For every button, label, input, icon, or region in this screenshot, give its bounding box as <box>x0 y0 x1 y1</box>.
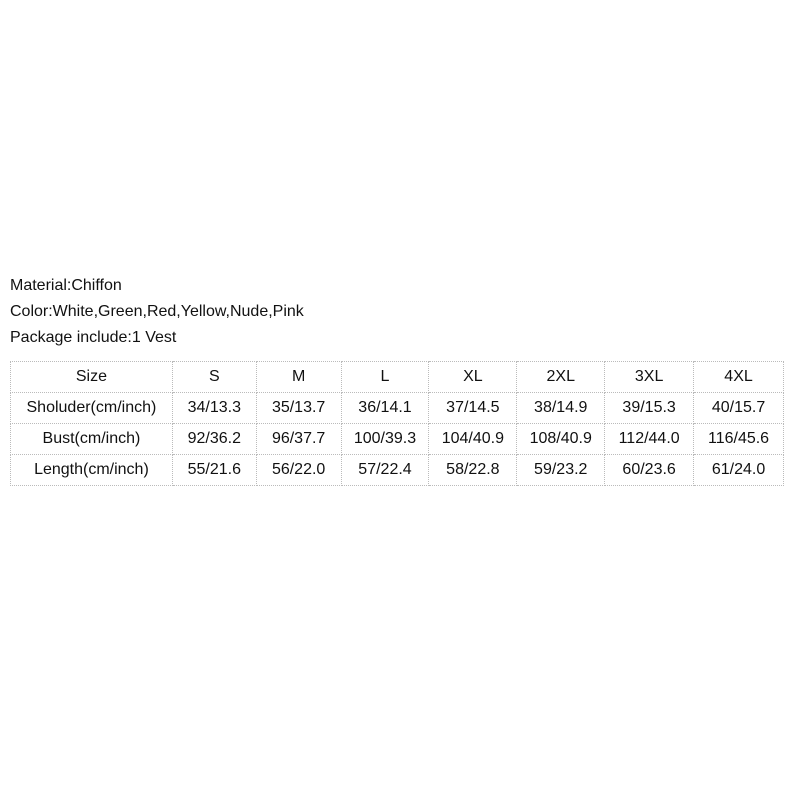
header-cell: 3XL <box>604 361 695 393</box>
table-row: Sholuder(cm/inch) 34/13.3 35/13.7 36/14.1 37… <box>10 392 784 424</box>
size-chart-table: Size S M L XL 2XL 3XL 4XL Sholuder(cm/inch) 34/13… <box>10 361 784 486</box>
table-cell: 96/37.7 <box>255 423 342 455</box>
row-label-cell: Sholuder(cm/inch) <box>10 392 173 424</box>
table-cell: 38/14.9 <box>516 392 606 424</box>
table-cell: 112/44.0 <box>604 423 695 455</box>
table-cell: 116/45.6 <box>693 423 784 455</box>
header-cell: 4XL <box>693 361 784 393</box>
table-cell: 56/22.0 <box>255 454 342 486</box>
table-cell: 36/14.1 <box>340 392 430 424</box>
table-cell: 100/39.3 <box>340 423 430 455</box>
table-row: Length(cm/inch) 55/21.6 56/22.0 57/22.4 58/2… <box>10 454 784 486</box>
table-row: Bust(cm/inch) 92/36.2 96/37.7 100/39.3 104/4… <box>10 423 784 455</box>
table-cell: 104/40.9 <box>428 423 518 455</box>
row-label-cell: Length(cm/inch) <box>10 454 173 486</box>
table-cell: 57/22.4 <box>340 454 430 486</box>
package-line: Package include:1 Vest <box>10 329 177 346</box>
header-cell: M <box>255 361 342 393</box>
table-cell: 61/24.0 <box>693 454 784 486</box>
header-cell: Size <box>10 361 173 393</box>
table-cell: 34/13.3 <box>171 392 257 424</box>
material-line: Material:Chiffon <box>10 277 122 294</box>
table-cell: 58/22.8 <box>428 454 518 486</box>
table-cell: 39/15.3 <box>604 392 695 424</box>
table-cell: 60/23.6 <box>604 454 695 486</box>
table-cell: 55/21.6 <box>171 454 257 486</box>
table-cell: 59/23.2 <box>516 454 606 486</box>
table-cell: 35/13.7 <box>255 392 342 424</box>
header-cell: XL <box>428 361 518 393</box>
color-line: Color:White,Green,Red,Yellow,Nude,Pink <box>10 303 304 320</box>
table-cell: 37/14.5 <box>428 392 518 424</box>
header-cell: 2XL <box>516 361 606 393</box>
table-cell: 92/36.2 <box>171 423 257 455</box>
table-header-row: Size S M L XL 2XL 3XL 4XL <box>10 361 784 393</box>
table-cell: 108/40.9 <box>516 423 606 455</box>
table-cell: 40/15.7 <box>693 392 784 424</box>
row-label-cell: Bust(cm/inch) <box>10 423 173 455</box>
header-cell: L <box>340 361 430 393</box>
header-cell: S <box>171 361 257 393</box>
product-info: Material:Chiffon Color:White,Green,Red,Y… <box>10 273 304 351</box>
